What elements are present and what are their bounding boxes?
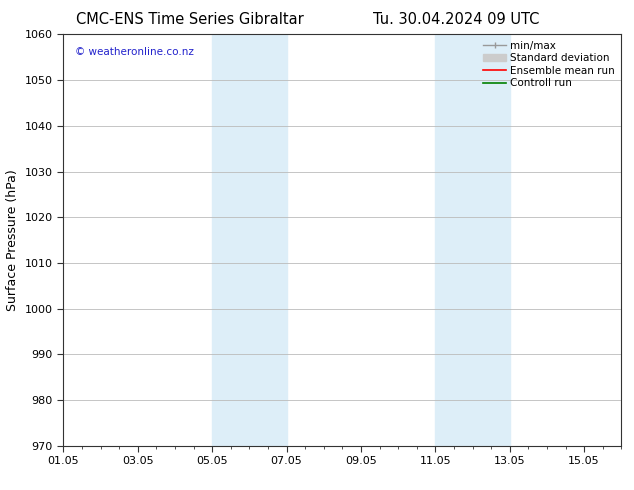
Text: Tu. 30.04.2024 09 UTC: Tu. 30.04.2024 09 UTC <box>373 12 540 27</box>
Y-axis label: Surface Pressure (hPa): Surface Pressure (hPa) <box>6 169 19 311</box>
Text: CMC-ENS Time Series Gibraltar: CMC-ENS Time Series Gibraltar <box>76 12 304 27</box>
Legend: min/max, Standard deviation, Ensemble mean run, Controll run: min/max, Standard deviation, Ensemble me… <box>479 36 619 93</box>
Bar <box>212 34 287 446</box>
Text: © weatheronline.co.nz: © weatheronline.co.nz <box>75 47 193 57</box>
Bar <box>436 34 510 446</box>
